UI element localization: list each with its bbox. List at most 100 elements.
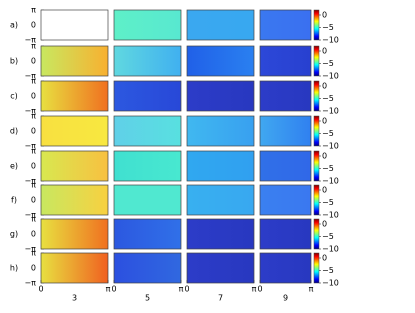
- x-tick-label: 0: [38, 285, 43, 294]
- row-label: h): [10, 264, 18, 273]
- heatmap-panel: [114, 116, 181, 146]
- colorbar-tick-label: 0: [322, 152, 327, 161]
- y-tick-label: 0: [31, 162, 36, 171]
- colorbar: [314, 185, 319, 215]
- heatmap-panel: [187, 253, 254, 283]
- heatmap-panel: [41, 116, 108, 146]
- colorbar-tick-label: 0: [322, 82, 327, 91]
- y-tick-label: π: [31, 147, 36, 156]
- y-tick-label: 0: [31, 21, 36, 30]
- colorbar: [314, 151, 319, 181]
- y-tick-label: 0: [31, 127, 36, 136]
- y-tick-label: 0: [31, 264, 36, 273]
- colorbar: [314, 219, 319, 249]
- heatmap-panel: [260, 185, 311, 215]
- heatmap-panel: [114, 219, 181, 249]
- y-tick-label: −π: [24, 279, 36, 288]
- heatmap-panel: [41, 151, 108, 181]
- column-label: 3: [72, 294, 77, 303]
- colorbar-tick-label: −10: [322, 177, 339, 186]
- y-tick-label: π: [31, 215, 36, 224]
- colorbar: [314, 81, 319, 111]
- heatmap-panel: [260, 253, 311, 283]
- heatmap-panel: [114, 253, 181, 283]
- colorbar-tick-label: 0: [322, 47, 327, 56]
- x-tick-label: 0: [257, 285, 262, 294]
- heatmap-panel: [260, 151, 311, 181]
- colorbar-tick-label: −10: [322, 107, 339, 116]
- heatmap-panel: [41, 219, 108, 249]
- heatmap-panel: [41, 185, 108, 215]
- y-tick-label: π: [31, 42, 36, 51]
- heatmap-panel: [187, 151, 254, 181]
- row-label: f): [11, 196, 17, 205]
- heatmap-panel: [260, 219, 311, 249]
- colorbar-tick-label: −5: [322, 198, 334, 207]
- y-tick-label: π: [31, 112, 36, 121]
- heatmap-panel: [187, 10, 254, 40]
- column-label: 7: [218, 294, 223, 303]
- colorbar-tick-label: −5: [322, 164, 334, 173]
- heatmap-panel: [114, 46, 181, 76]
- heatmap-panel: [41, 81, 108, 111]
- colorbar-tick-label: −10: [322, 245, 339, 254]
- colorbar-tick-label: 0: [322, 254, 327, 263]
- heatmap-panel: [187, 219, 254, 249]
- row-label: d): [10, 127, 18, 136]
- y-tick-label: π: [31, 181, 36, 190]
- colorbar-tick-label: −10: [322, 211, 339, 220]
- y-tick-label: π: [31, 249, 36, 258]
- colorbar: [314, 46, 319, 76]
- colorbar-tick-label: −10: [322, 142, 339, 151]
- y-tick-label: π: [31, 77, 36, 86]
- colorbar-tick-label: −5: [322, 94, 334, 103]
- x-tick-label: 0: [111, 285, 116, 294]
- x-tick-label: 0: [184, 285, 189, 294]
- heatmap-panel: [41, 10, 108, 40]
- row-label: e): [10, 162, 18, 171]
- heatmap-panel: [187, 116, 254, 146]
- row-label: a): [10, 21, 18, 30]
- x-tick-label: π: [106, 285, 111, 294]
- x-tick-label: π: [309, 285, 314, 294]
- row-label: c): [10, 92, 18, 101]
- y-tick-label: π: [31, 6, 36, 15]
- colorbar-tick-label: −5: [322, 129, 334, 138]
- colorbar-tick-label: −10: [322, 279, 339, 288]
- heatmap-panel: [41, 46, 108, 76]
- heatmap-panel: [187, 185, 254, 215]
- heatmap-panel: [260, 10, 311, 40]
- row-label: g): [10, 230, 18, 239]
- x-tick-label: π: [179, 285, 184, 294]
- heatmap-panel: [114, 81, 181, 111]
- x-tick-label: π: [252, 285, 257, 294]
- y-tick-label: 0: [31, 57, 36, 66]
- colorbar: [314, 253, 319, 283]
- colorbar: [314, 116, 319, 146]
- heatmap-panel: [41, 253, 108, 283]
- heatmap-panel: [114, 10, 181, 40]
- column-label: 5: [145, 294, 150, 303]
- heatmap-panel: [260, 46, 311, 76]
- colorbar-tick-label: −5: [322, 266, 334, 275]
- colorbar-tick-label: 0: [322, 117, 327, 126]
- colorbar-tick-label: −5: [322, 232, 334, 241]
- heatmap-panel: [187, 46, 254, 76]
- heatmap-panel: [260, 116, 311, 146]
- y-tick-label: 0: [31, 92, 36, 101]
- colorbar-tick-label: 0: [322, 220, 327, 229]
- y-tick-label: 0: [31, 230, 36, 239]
- colorbar-tick-label: −10: [322, 72, 339, 81]
- row-label: b): [10, 57, 18, 66]
- heatmap-panel: [114, 185, 181, 215]
- colorbar-tick-label: −10: [322, 36, 339, 45]
- y-tick-label: 0: [31, 196, 36, 205]
- heatmap-panel: [114, 151, 181, 181]
- heatmap-panel: [187, 81, 254, 111]
- colorbar-tick-label: 0: [322, 186, 327, 195]
- colorbar-tick-label: −5: [322, 23, 334, 32]
- heatmap-panel: [260, 81, 311, 111]
- colorbar-tick-label: −5: [322, 59, 334, 68]
